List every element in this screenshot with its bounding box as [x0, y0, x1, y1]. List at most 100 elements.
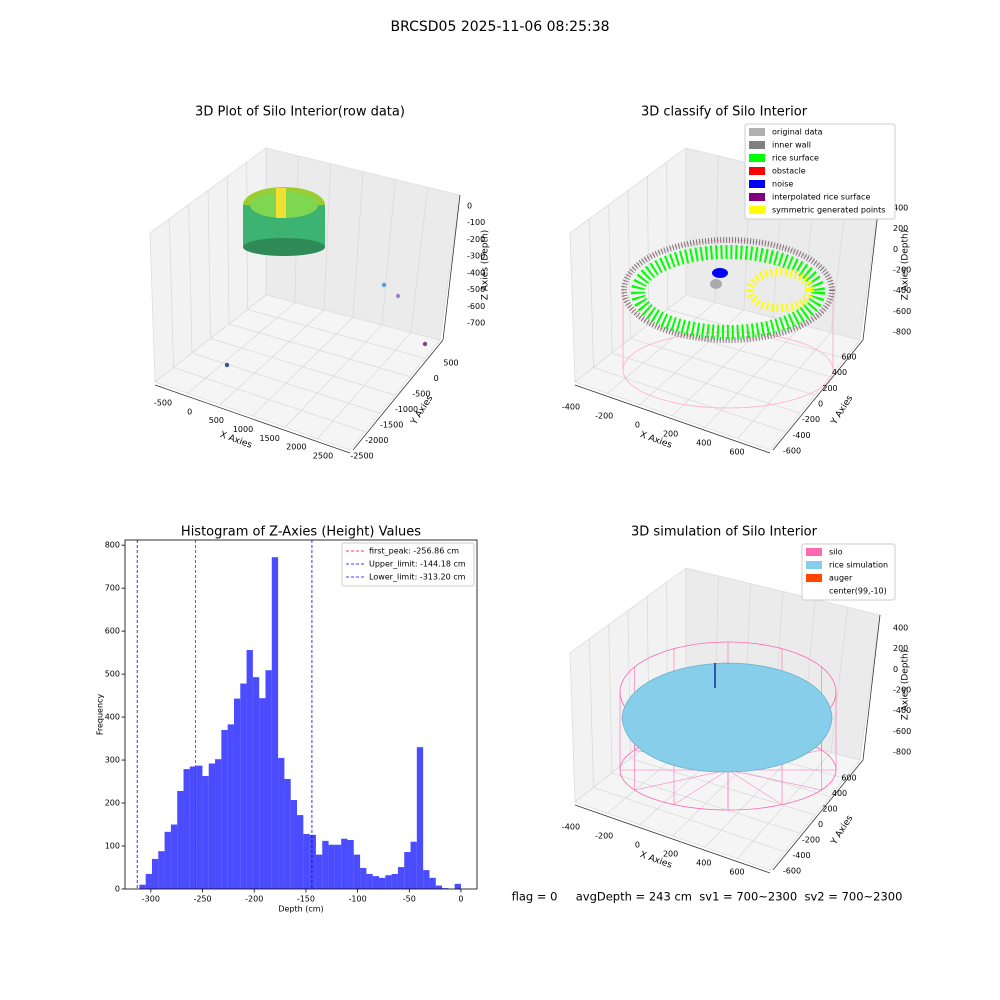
legend-label: first_peak: -256.86 cm	[369, 547, 459, 556]
histogram-bar	[429, 877, 436, 889]
y-tick-label: 500	[443, 359, 458, 368]
z-tick-label: -800	[893, 328, 911, 337]
axis-line	[772, 339, 864, 451]
z-tick-label: -300	[467, 252, 485, 261]
histogram-bar	[246, 650, 253, 889]
y-tick-label: 100	[105, 842, 120, 851]
y-axis-label: Frequency	[96, 694, 105, 736]
histogram-bar	[410, 841, 417, 889]
histogram-bar	[183, 769, 190, 889]
chart-title: Histogram of Z-Axies (Height) Values	[181, 525, 421, 540]
legend-swatch	[806, 574, 822, 582]
axis-line	[574, 384, 771, 454]
x-tick-label: -100	[349, 895, 367, 904]
axes-3d	[149, 147, 461, 454]
legend-label: center(99,-10)	[829, 587, 887, 596]
x-tick-label: 600	[729, 448, 744, 457]
y-tick-label: -2000	[365, 436, 388, 445]
histogram-bar	[328, 844, 335, 889]
x-tick-label: 500	[209, 416, 224, 425]
chart-title: 3D simulation of Silo Interior	[631, 525, 818, 540]
x-tick-label: -400	[562, 823, 580, 832]
legend-box	[744, 123, 896, 220]
z-tick-label: -100	[467, 218, 485, 227]
histogram-bar	[341, 838, 348, 889]
z-tick-label: 0	[467, 202, 472, 211]
legend-swatch	[749, 180, 765, 188]
histogram-bar	[227, 724, 234, 889]
y-tick-label: 400	[832, 789, 847, 798]
histogram-bar	[145, 873, 152, 889]
z-tick-label: -400	[893, 286, 911, 295]
x-axis-label: Depth (cm)	[278, 905, 323, 914]
grid-3d	[207, 190, 211, 339]
grid-3d	[608, 624, 613, 774]
silo-points	[243, 238, 325, 256]
histogram-bar	[372, 876, 379, 889]
z-tick-label: -200	[893, 686, 911, 695]
legend-label: obstacle	[772, 167, 806, 176]
x-tick-label: -50	[403, 895, 416, 904]
z-tick-label: 400	[893, 204, 908, 213]
suptitle: BRCSD05 2025-11-06 08:25:38	[390, 19, 609, 35]
legend-swatch	[749, 141, 765, 149]
histogram-bar	[221, 729, 228, 889]
grid-3d	[830, 607, 849, 753]
histogram-bar	[347, 840, 354, 889]
symmetric-points	[746, 268, 814, 312]
x-tick-label: 200	[663, 850, 678, 859]
y-tick-label: -1000	[395, 405, 418, 414]
z-tick-label: -600	[893, 307, 911, 316]
histogram-bar	[158, 851, 165, 889]
histogram-bar	[177, 791, 184, 889]
x-tick-label: 400	[696, 859, 711, 868]
histogram-bar	[240, 683, 247, 889]
histogram-bar	[454, 883, 461, 889]
legend-swatch	[749, 193, 765, 201]
y-tick-label: 600	[841, 353, 856, 362]
histogram-bar	[309, 834, 316, 889]
grid-3d	[646, 176, 650, 325]
legend-label: symmetric generated points	[772, 206, 885, 215]
z-tick-label: -600	[467, 302, 485, 311]
grid-3d	[588, 218, 594, 368]
histogram-bar	[334, 844, 342, 889]
rice-surface	[631, 245, 825, 339]
z-axis-label: Z Axies (Depth)	[901, 650, 911, 721]
y-tick-label: 0	[115, 885, 120, 894]
legend-label: rice simulation	[829, 561, 888, 570]
plot-frame	[124, 539, 478, 890]
x-tick-label: -400	[562, 403, 580, 412]
z-tick-label: 400	[893, 624, 908, 633]
histogram-bar	[378, 877, 386, 889]
x-tick-label: 0	[187, 407, 192, 416]
y-tick-label: -200	[802, 415, 820, 424]
x-tick-label: -500	[154, 399, 172, 408]
grid-3d	[188, 204, 193, 354]
histogram-bar	[290, 800, 298, 889]
grid-3d	[381, 179, 396, 326]
grid-3d	[666, 162, 668, 310]
x-tick-label: -200	[595, 832, 613, 841]
z-tick-label: -600	[893, 727, 911, 736]
histogram-bar	[366, 873, 373, 889]
z-tick-label: -800	[893, 748, 911, 757]
axis-line	[154, 384, 351, 454]
x-tick-label: 2500	[313, 452, 333, 461]
z-tick-label: 200	[893, 644, 908, 653]
x-tick-label: 0	[458, 895, 463, 904]
z-axis-label: Z Axies (Depth)	[901, 230, 911, 301]
grid-3d	[608, 204, 613, 354]
y-tick-label: 200	[822, 805, 837, 814]
histogram-bar	[170, 824, 178, 889]
z-tick-label: 0	[893, 665, 898, 674]
histogram-bar	[151, 858, 159, 889]
y-tick-label: 0	[818, 820, 823, 829]
grid-3d	[737, 332, 832, 439]
histogram-bar	[297, 815, 304, 889]
histogram-bar	[315, 854, 323, 889]
histogram-bar	[423, 870, 430, 889]
y-tick-label: 800	[105, 541, 120, 550]
z-tick-label: -400	[467, 268, 485, 277]
